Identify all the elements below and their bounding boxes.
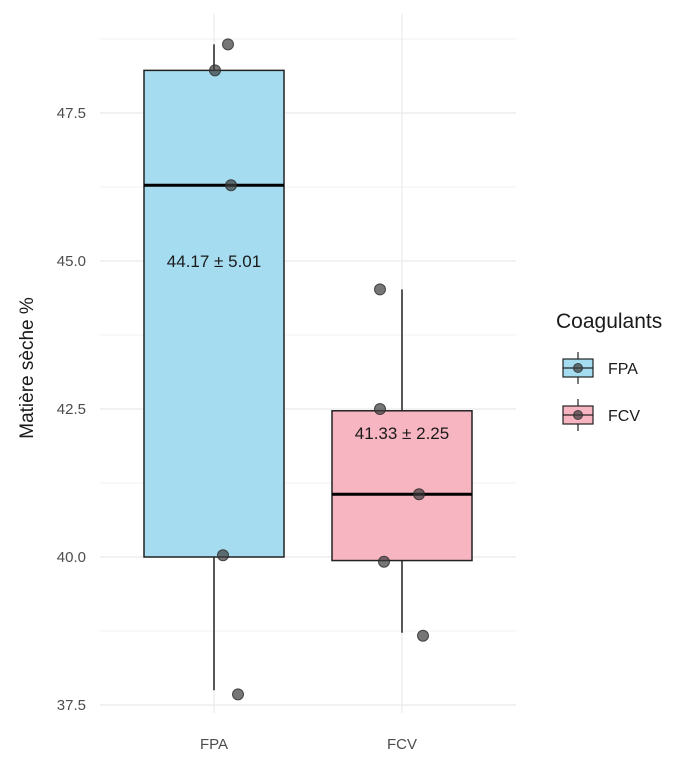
x-tick-label: FPA	[200, 736, 228, 753]
box-annotation: 41.33 ± 2.25	[355, 424, 449, 443]
y-tick-label: 42.5	[57, 401, 86, 418]
data-points	[209, 38, 429, 701]
data-point	[209, 64, 221, 77]
box-annotation: 44.17 ± 5.01	[167, 252, 261, 271]
legend: Coagulants FPA FCV	[556, 310, 662, 431]
legend-key	[562, 352, 594, 384]
box-annotations: 44.17 ± 5.01 41.33 ± 2.25	[167, 252, 449, 443]
y-tick-label: 47.5	[57, 105, 86, 122]
y-axis-title: Matière sèche %	[17, 297, 38, 439]
data-point	[413, 488, 425, 501]
y-tick-labels: 37.5 40.0 42.5 45.0 47.5	[57, 105, 86, 714]
y-tick-label: 40.0	[57, 549, 86, 566]
boxes	[143, 69, 473, 562]
y-tick-label: 45.0	[57, 253, 86, 270]
data-point	[217, 549, 229, 562]
data-point	[378, 555, 390, 568]
legend-label: FPA	[608, 361, 638, 378]
data-point	[417, 629, 429, 642]
box-fpa	[143, 69, 285, 558]
legend-key	[562, 399, 594, 431]
data-point	[222, 38, 234, 51]
legend-key-point	[573, 410, 583, 420]
data-point	[374, 403, 386, 415]
data-point	[374, 283, 386, 296]
box-fcv	[331, 410, 473, 562]
legend-label: FCV	[608, 408, 640, 425]
x-tick-label: FCV	[387, 736, 417, 753]
x-tick-labels: FPA FCV	[200, 736, 417, 753]
data-point	[225, 179, 237, 192]
y-tick-label: 37.5	[57, 697, 86, 714]
legend-key-point	[573, 363, 583, 373]
data-point	[232, 688, 244, 701]
legend-title: Coagulants	[556, 310, 662, 333]
